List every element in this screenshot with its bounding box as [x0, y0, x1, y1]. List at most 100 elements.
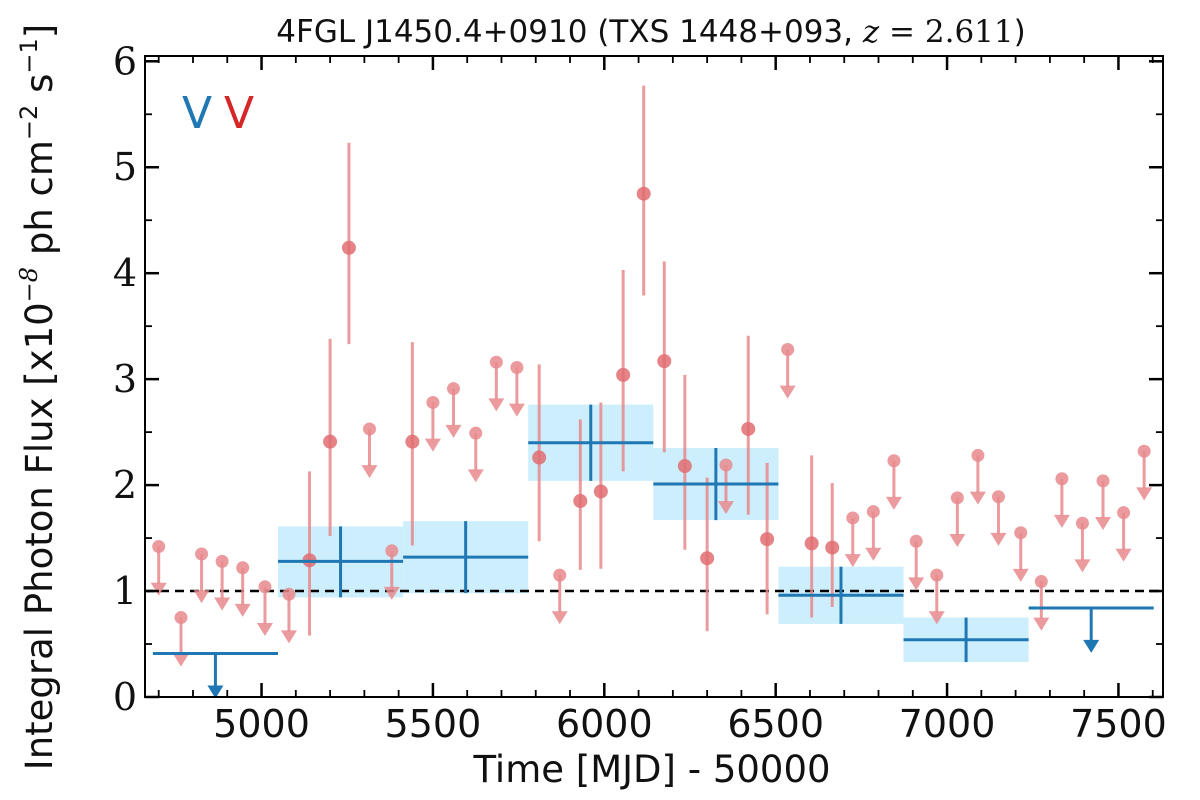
red-upper-limit-point — [553, 568, 567, 582]
red-data-point — [741, 421, 756, 436]
red-upper-limit-arrow — [383, 586, 400, 600]
y-tick-label: 2 — [113, 463, 137, 507]
red-upper-limit-point — [846, 511, 860, 525]
red-data-point — [532, 450, 547, 465]
x-tick-label: 5000 — [213, 702, 310, 746]
red-upper-limit-arrow — [717, 501, 734, 515]
red-upper-limit-arrow — [193, 590, 210, 604]
red-data-point — [825, 540, 840, 555]
red-upper-limit-arrow — [445, 424, 462, 438]
red-upper-limit-point — [909, 534, 923, 548]
x-tick-label: 5500 — [385, 702, 482, 746]
x-axis-label: Time [MJD] - 50000 — [472, 748, 830, 791]
red-upper-limit-point — [1096, 474, 1110, 488]
red-upper-limit-arrow — [1033, 617, 1050, 631]
red-upper-limit-arrow — [551, 611, 568, 625]
chart-title: 4FGL J1450.4+0910 (TXS 1448+093, z = 2.6… — [276, 14, 1025, 50]
y-tick-label: 4 — [113, 251, 137, 295]
blue-upper-limit-arrow — [207, 685, 224, 699]
red-upper-limit-point — [174, 611, 188, 625]
red-data-point — [405, 434, 420, 449]
red-data-point — [657, 354, 672, 369]
red-upper-limit-arrow — [928, 611, 945, 625]
red-upper-limit-point — [363, 422, 377, 436]
red-upper-limit-point — [152, 540, 166, 554]
red-data-point — [323, 434, 338, 449]
red-data-point — [677, 459, 692, 474]
blue-upper-limit-arrow — [1083, 639, 1100, 653]
red-upper-limit-arrow — [1074, 559, 1091, 573]
red-upper-limit-arrow — [424, 438, 441, 452]
y-tick-label: 0 — [113, 675, 137, 719]
legend-mark-red: V — [224, 88, 254, 139]
red-upper-limit-point — [991, 490, 1005, 504]
red-upper-limit-point — [1055, 472, 1069, 486]
red-upper-limit-arrow — [150, 582, 167, 596]
red-upper-limit-arrow — [467, 469, 484, 483]
red-data-point — [341, 240, 356, 255]
red-data-point — [616, 367, 631, 382]
y-tick-label: 6 — [113, 39, 137, 83]
red-data-point — [760, 532, 775, 547]
red-upper-limit-point — [489, 355, 503, 369]
red-upper-limit-arrow — [908, 577, 925, 591]
red-data-point — [636, 186, 651, 201]
y-axis-label: Integral Photon Flux [x10−8 ph cm−2 s−1] — [15, 24, 61, 770]
y-tick-label: 1 — [113, 569, 137, 613]
red-upper-limit-arrow — [1115, 548, 1132, 562]
red-upper-limit-arrow — [990, 532, 1007, 546]
red-data-point — [804, 536, 819, 551]
x-tick-label: 6000 — [556, 702, 653, 746]
y-tick-label: 3 — [113, 357, 137, 401]
red-upper-limit-arrow — [214, 597, 231, 611]
red-data-point — [573, 493, 588, 508]
red-upper-limit-arrow — [1095, 517, 1112, 531]
x-tick-label: 7000 — [899, 702, 996, 746]
red-upper-limit-point — [1034, 575, 1048, 589]
x-tick-label: 7500 — [1070, 702, 1167, 746]
red-upper-limit-arrow — [280, 630, 297, 644]
red-upper-limit-arrow — [1136, 487, 1153, 501]
red-upper-limit-arrow — [949, 533, 966, 547]
red-upper-limit-arrow — [256, 622, 273, 636]
plot-area: 5000 5500 6000 6500 7000 7500 0 1 2 3 4 5 6 — [113, 39, 1167, 746]
red-data-point — [593, 484, 608, 499]
red-upper-limit-arrow — [1012, 568, 1029, 582]
legend-mark-blue: V — [182, 88, 212, 139]
red-upper-limit-point — [195, 547, 209, 561]
red-upper-limit-point — [1137, 444, 1151, 458]
red-upper-limit-point — [385, 544, 399, 558]
red-upper-limit-arrow — [361, 465, 378, 479]
plot-frame — [144, 55, 1164, 698]
red-upper-limit-point — [446, 382, 460, 396]
red-upper-limit-arrow — [508, 403, 525, 417]
red-upper-limit-point — [510, 360, 524, 374]
red-upper-limit-point — [887, 454, 901, 468]
red-upper-limit-arrow — [844, 554, 861, 568]
red-upper-limit-arrow — [779, 385, 796, 399]
red-upper-limit-arrow — [969, 491, 986, 505]
red-upper-limit-arrow — [488, 398, 505, 412]
red-upper-limit-point — [866, 505, 880, 519]
red-upper-limit-point — [1014, 526, 1028, 540]
red-upper-limit-point — [426, 395, 440, 409]
red-upper-limit-point — [1117, 506, 1131, 520]
red-upper-limit-arrow — [234, 603, 251, 617]
red-data-point — [700, 551, 715, 566]
red-upper-limit-point — [469, 426, 483, 440]
red-upper-limit-point — [971, 448, 985, 462]
red-upper-limit-point — [719, 458, 733, 472]
red-upper-limit-point — [930, 568, 944, 582]
red-upper-limit-arrow — [865, 547, 882, 561]
red-upper-limit-point — [950, 491, 964, 505]
red-upper-limit-point — [781, 342, 795, 356]
red-upper-limit-point — [258, 580, 272, 594]
y-tick-label: 5 — [113, 145, 137, 189]
red-upper-limit-point — [1075, 516, 1089, 530]
red-upper-limit-point — [282, 587, 296, 601]
red-upper-limit-arrow — [885, 496, 902, 510]
x-tick-label: 6500 — [727, 702, 824, 746]
red-upper-limit-arrow — [172, 653, 189, 667]
red-upper-limit-point — [236, 561, 250, 575]
